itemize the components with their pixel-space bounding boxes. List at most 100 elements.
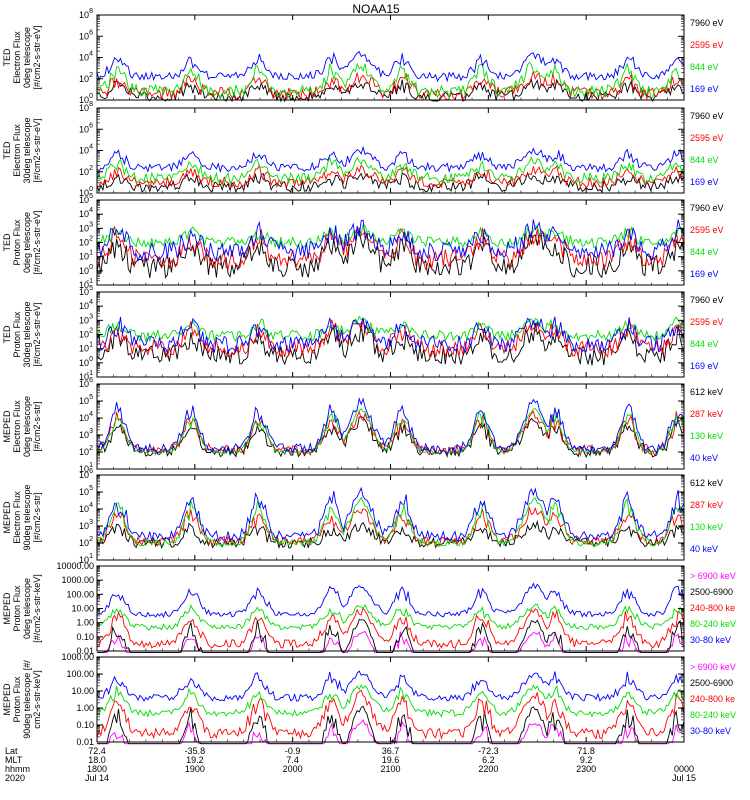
legend-entry: 287 keV bbox=[690, 409, 723, 419]
y-tick-exponent: 8 bbox=[89, 8, 93, 15]
y-tick-exponent: 3 bbox=[89, 313, 93, 320]
x-tick-label: 72.4 bbox=[88, 746, 106, 756]
y-tick-label: 10 bbox=[79, 315, 89, 325]
legend-entry: 844 eV bbox=[690, 247, 719, 257]
series-trace-5-4 bbox=[96, 397, 685, 455]
series-trace-3-4 bbox=[96, 219, 685, 262]
y-axis-label: 30deg telescope bbox=[22, 301, 32, 367]
y-tick-label: 10 bbox=[79, 358, 89, 368]
y-tick-exponent: 2 bbox=[89, 236, 93, 243]
series-trace-8-3 bbox=[96, 689, 685, 741]
y-axis-label: [#/cm2-s-str-eV] bbox=[32, 210, 42, 274]
legend-entry: 2595 eV bbox=[690, 317, 724, 327]
y-tick-exponent: 4 bbox=[89, 411, 93, 418]
y-axis-label: 0deg telescope bbox=[22, 578, 32, 639]
y-tick-label: 10 bbox=[79, 103, 89, 113]
y-tick-label: 10 bbox=[79, 555, 89, 565]
series-trace-4-4 bbox=[96, 316, 685, 355]
y-tick-label: 10000.00 bbox=[56, 561, 94, 571]
y-tick-exponent: 3 bbox=[89, 519, 93, 526]
legend-entry: 130 keV bbox=[690, 522, 723, 532]
legend-entry: 40 keV bbox=[690, 544, 718, 554]
y-tick-label: 1.00 bbox=[76, 703, 94, 713]
x-tick-label: -35.8 bbox=[185, 746, 206, 756]
y-axis-label: MEPED bbox=[2, 683, 12, 716]
y-tick-exponent: 5 bbox=[89, 485, 93, 492]
legend-entry: 30-80 keV bbox=[690, 635, 731, 645]
y-tick-label: 10 bbox=[79, 209, 89, 219]
legend-entry: 7960 eV bbox=[690, 111, 724, 121]
y-axis-label: 90deg telescope bbox=[22, 484, 32, 550]
series-trace-7-2 bbox=[97, 618, 685, 653]
legend-entry: 169 eV bbox=[690, 269, 719, 279]
y-tick-label: 10 bbox=[79, 280, 89, 290]
legend-entry: > 6900 keV bbox=[690, 662, 736, 672]
y-tick-exponent: 1 bbox=[89, 553, 93, 560]
y-tick-exponent: 1 bbox=[89, 462, 93, 469]
legend-entry: 2595 eV bbox=[690, 133, 724, 143]
y-axis-label: MEPED bbox=[2, 592, 12, 625]
y-tick-label: 10 bbox=[79, 146, 89, 156]
legend-entry: 240-800 ke bbox=[690, 694, 735, 704]
y-tick-label: 10 bbox=[79, 538, 89, 548]
x-tick-label: -0.9 bbox=[285, 746, 301, 756]
legend-entry: 7960 eV bbox=[690, 18, 724, 28]
y-axis-label: Electron Flux bbox=[12, 31, 22, 84]
legend-entry: 2500-6900 bbox=[690, 587, 733, 597]
y-tick-exponent: 4 bbox=[89, 144, 93, 151]
y-tick-label: 10 bbox=[79, 447, 89, 457]
series-trace-8-4 bbox=[96, 684, 685, 718]
y-tick-exponent: 0 bbox=[89, 356, 93, 363]
y-tick-exponent: 4 bbox=[89, 51, 93, 58]
y-tick-exponent: 6 bbox=[89, 468, 93, 475]
x-tick-label: 6.2 bbox=[482, 755, 495, 765]
y-tick-label: 10 bbox=[79, 372, 89, 382]
legend-entry: 130 keV bbox=[690, 431, 723, 441]
y-axis-label: 0deg telescope bbox=[22, 212, 32, 273]
series-trace-2-3 bbox=[96, 156, 685, 185]
series-trace-3-3 bbox=[96, 224, 685, 249]
y-tick-label: 0.01 bbox=[76, 646, 94, 656]
legend-entry: 80-240 keV bbox=[690, 619, 736, 629]
series-trace-1-3 bbox=[96, 61, 685, 100]
x-tick-label: 7.4 bbox=[286, 755, 299, 765]
y-tick-exponent: 1 bbox=[89, 250, 93, 257]
x-row-label: Lat bbox=[5, 746, 18, 756]
y-tick-label: 10 bbox=[79, 195, 89, 205]
x-tick-label: 2300 bbox=[576, 764, 596, 774]
y-axis-label: 90deg telescope [#/ bbox=[22, 660, 32, 739]
y-axis-label: Proton Flux bbox=[12, 676, 22, 723]
y-tick-exponent: 6 bbox=[89, 377, 93, 384]
y-axis-label: Electron Flux bbox=[12, 124, 22, 177]
y-tick-label: 10.00 bbox=[71, 686, 94, 696]
y-axis-label: Electron Flux bbox=[12, 400, 22, 453]
y-tick-exponent: 0 bbox=[89, 186, 93, 193]
legend-entry: 7960 eV bbox=[690, 203, 724, 213]
y-tick-label: 10 bbox=[79, 188, 89, 198]
legend-entry: 2595 eV bbox=[690, 40, 724, 50]
y-tick-exponent: 1 bbox=[89, 342, 93, 349]
y-tick-exponent: 6 bbox=[89, 122, 93, 129]
y-tick-label: 10 bbox=[79, 301, 89, 311]
y-axis-label: [#/cm2-s-str] bbox=[32, 401, 42, 451]
y-tick-label: 10 bbox=[79, 53, 89, 63]
legend-entry: 240-800 ke bbox=[690, 603, 735, 613]
legend-entry: 2595 eV bbox=[690, 225, 724, 235]
y-axis-label: 0deg telescope bbox=[22, 27, 32, 88]
y-tick-label: 10 bbox=[79, 167, 89, 177]
chart-title: NOAA15 bbox=[352, 2, 400, 16]
legend-entry: 80-240 keV bbox=[690, 710, 736, 720]
y-tick-exponent: 6 bbox=[89, 29, 93, 36]
y-tick-exponent: 2 bbox=[89, 165, 93, 172]
y-tick-exponent: 2 bbox=[89, 536, 93, 543]
y-tick-exponent: 5 bbox=[89, 193, 93, 200]
y-tick-label: 10 bbox=[79, 124, 89, 134]
y-tick-exponent: 5 bbox=[89, 285, 93, 292]
y-tick-exponent: 4 bbox=[89, 207, 93, 214]
legend-entry: 169 eV bbox=[690, 361, 719, 371]
